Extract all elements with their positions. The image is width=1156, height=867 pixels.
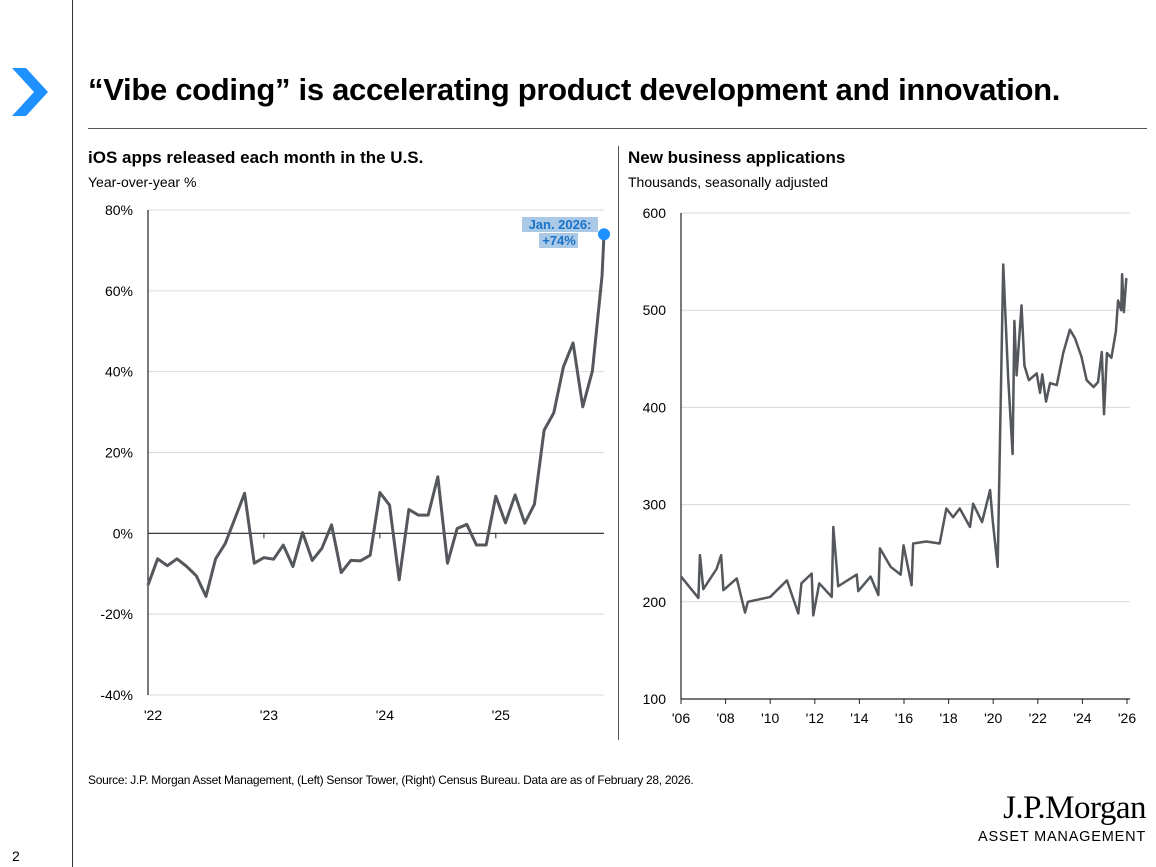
y-tick-label: 80% (105, 202, 133, 218)
y-tick-label: 200 (643, 594, 667, 610)
title-rule (88, 128, 1147, 129)
x-tick-label: '20 (984, 710, 1002, 726)
source-note: Source: J.P. Morgan Asset Management, (L… (88, 773, 694, 787)
y-tick-label: -20% (100, 606, 133, 622)
x-tick-label: '18 (939, 710, 957, 726)
x-tick-label: '08 (716, 710, 734, 726)
x-tick-label: '06 (672, 710, 690, 726)
y-tick-label: 60% (105, 283, 133, 299)
page-margin-line (72, 0, 73, 867)
y-tick-label: 400 (643, 399, 667, 415)
right-chart-subtitle: Thousands, seasonally adjusted (628, 174, 829, 190)
x-tick-label: '26 (1118, 710, 1136, 726)
annotation-highlight (539, 233, 578, 248)
x-tick-label: '12 (806, 710, 824, 726)
page-number: 2 (12, 848, 20, 864)
x-tick-label: '24 (376, 707, 394, 723)
annotation-label: Jan. 2026: (529, 217, 592, 232)
y-tick-label: 500 (643, 302, 667, 318)
right-chart-title: New business applications (628, 148, 846, 167)
business-applications-series-line (680, 263, 1128, 617)
x-tick-label: '16 (895, 710, 913, 726)
x-tick-label: '22 (144, 707, 162, 723)
ios-apps-series-line (146, 234, 606, 598)
y-tick-label: 300 (643, 497, 667, 513)
y-tick-label: 0% (113, 525, 133, 541)
latest-data-point (598, 228, 610, 241)
annotation-value: +74% (542, 233, 576, 248)
x-tick-label: '24 (1073, 710, 1091, 726)
x-tick-label: '23 (260, 707, 278, 723)
x-tick-label: '25 (492, 707, 510, 723)
x-tick-label: '10 (761, 710, 779, 726)
y-tick-label: 600 (643, 205, 667, 221)
page-title: “Vibe coding” is accelerating product de… (88, 72, 1061, 107)
y-tick-label: 40% (105, 364, 133, 380)
left-chart-subtitle: Year-over-year % (88, 174, 197, 190)
chevron-right-icon (12, 68, 48, 116)
y-tick-label: -40% (100, 687, 133, 703)
left-chart-title: iOS apps released each month in the U.S. (88, 148, 424, 167)
x-tick-label: '22 (1029, 710, 1047, 726)
annotation-highlight (522, 217, 598, 232)
y-tick-label: 20% (105, 445, 133, 461)
logo-subtitle: ASSET MANAGEMENT (977, 829, 1146, 845)
y-tick-label: 100 (643, 691, 667, 707)
logo-name: J.P.Morgan (1003, 790, 1146, 826)
chart-divider (618, 146, 619, 740)
jpmorgan-logo: J.P.Morgan ASSET MANAGEMENT (977, 790, 1147, 845)
x-tick-label: '14 (850, 710, 868, 726)
